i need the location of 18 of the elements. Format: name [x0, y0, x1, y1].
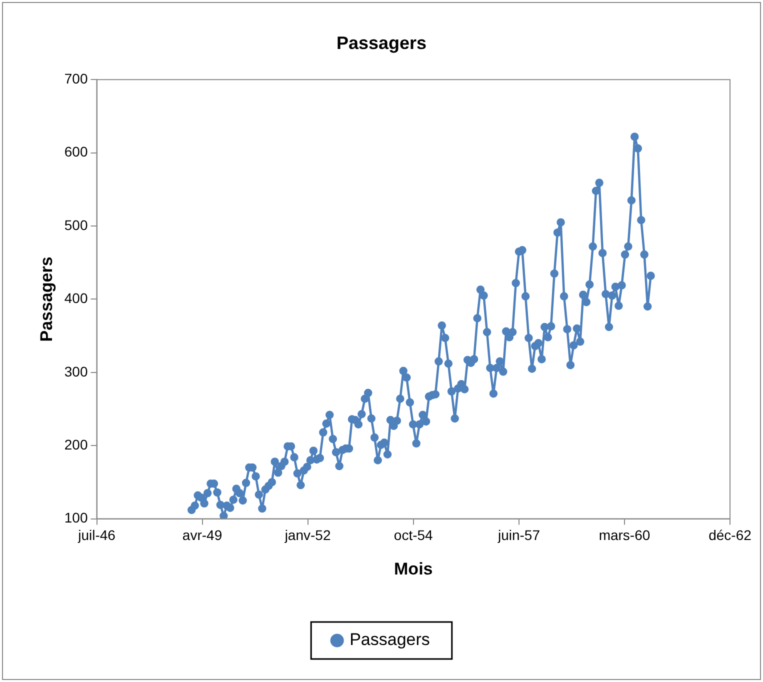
y-tick-label: 700: [64, 70, 88, 86]
x-tick-label: avr-49: [182, 527, 222, 544]
x-tick-label: oct-54: [394, 527, 434, 544]
y-axis-title: Passagers: [36, 256, 56, 342]
y-tick-label: 100: [64, 510, 88, 526]
legend-label: Passagers: [350, 630, 430, 650]
x-tick-label: juin-57: [496, 527, 540, 544]
y-tick-label: 300: [64, 363, 88, 380]
y-tick-label: 600: [64, 144, 88, 160]
y-tick-label: 200: [64, 436, 88, 452]
chart-title: Passagers: [336, 32, 427, 53]
x-tick-label: déc-62: [708, 527, 752, 544]
x-tick-label: juil-46: [77, 527, 116, 544]
x-tick-label: mars-60: [598, 527, 650, 544]
x-tick-label: janv-52: [284, 527, 331, 544]
y-tick-label: 500: [64, 216, 88, 233]
x-axis-title: Mois: [394, 559, 433, 578]
y-tick-label: 400: [64, 290, 88, 306]
